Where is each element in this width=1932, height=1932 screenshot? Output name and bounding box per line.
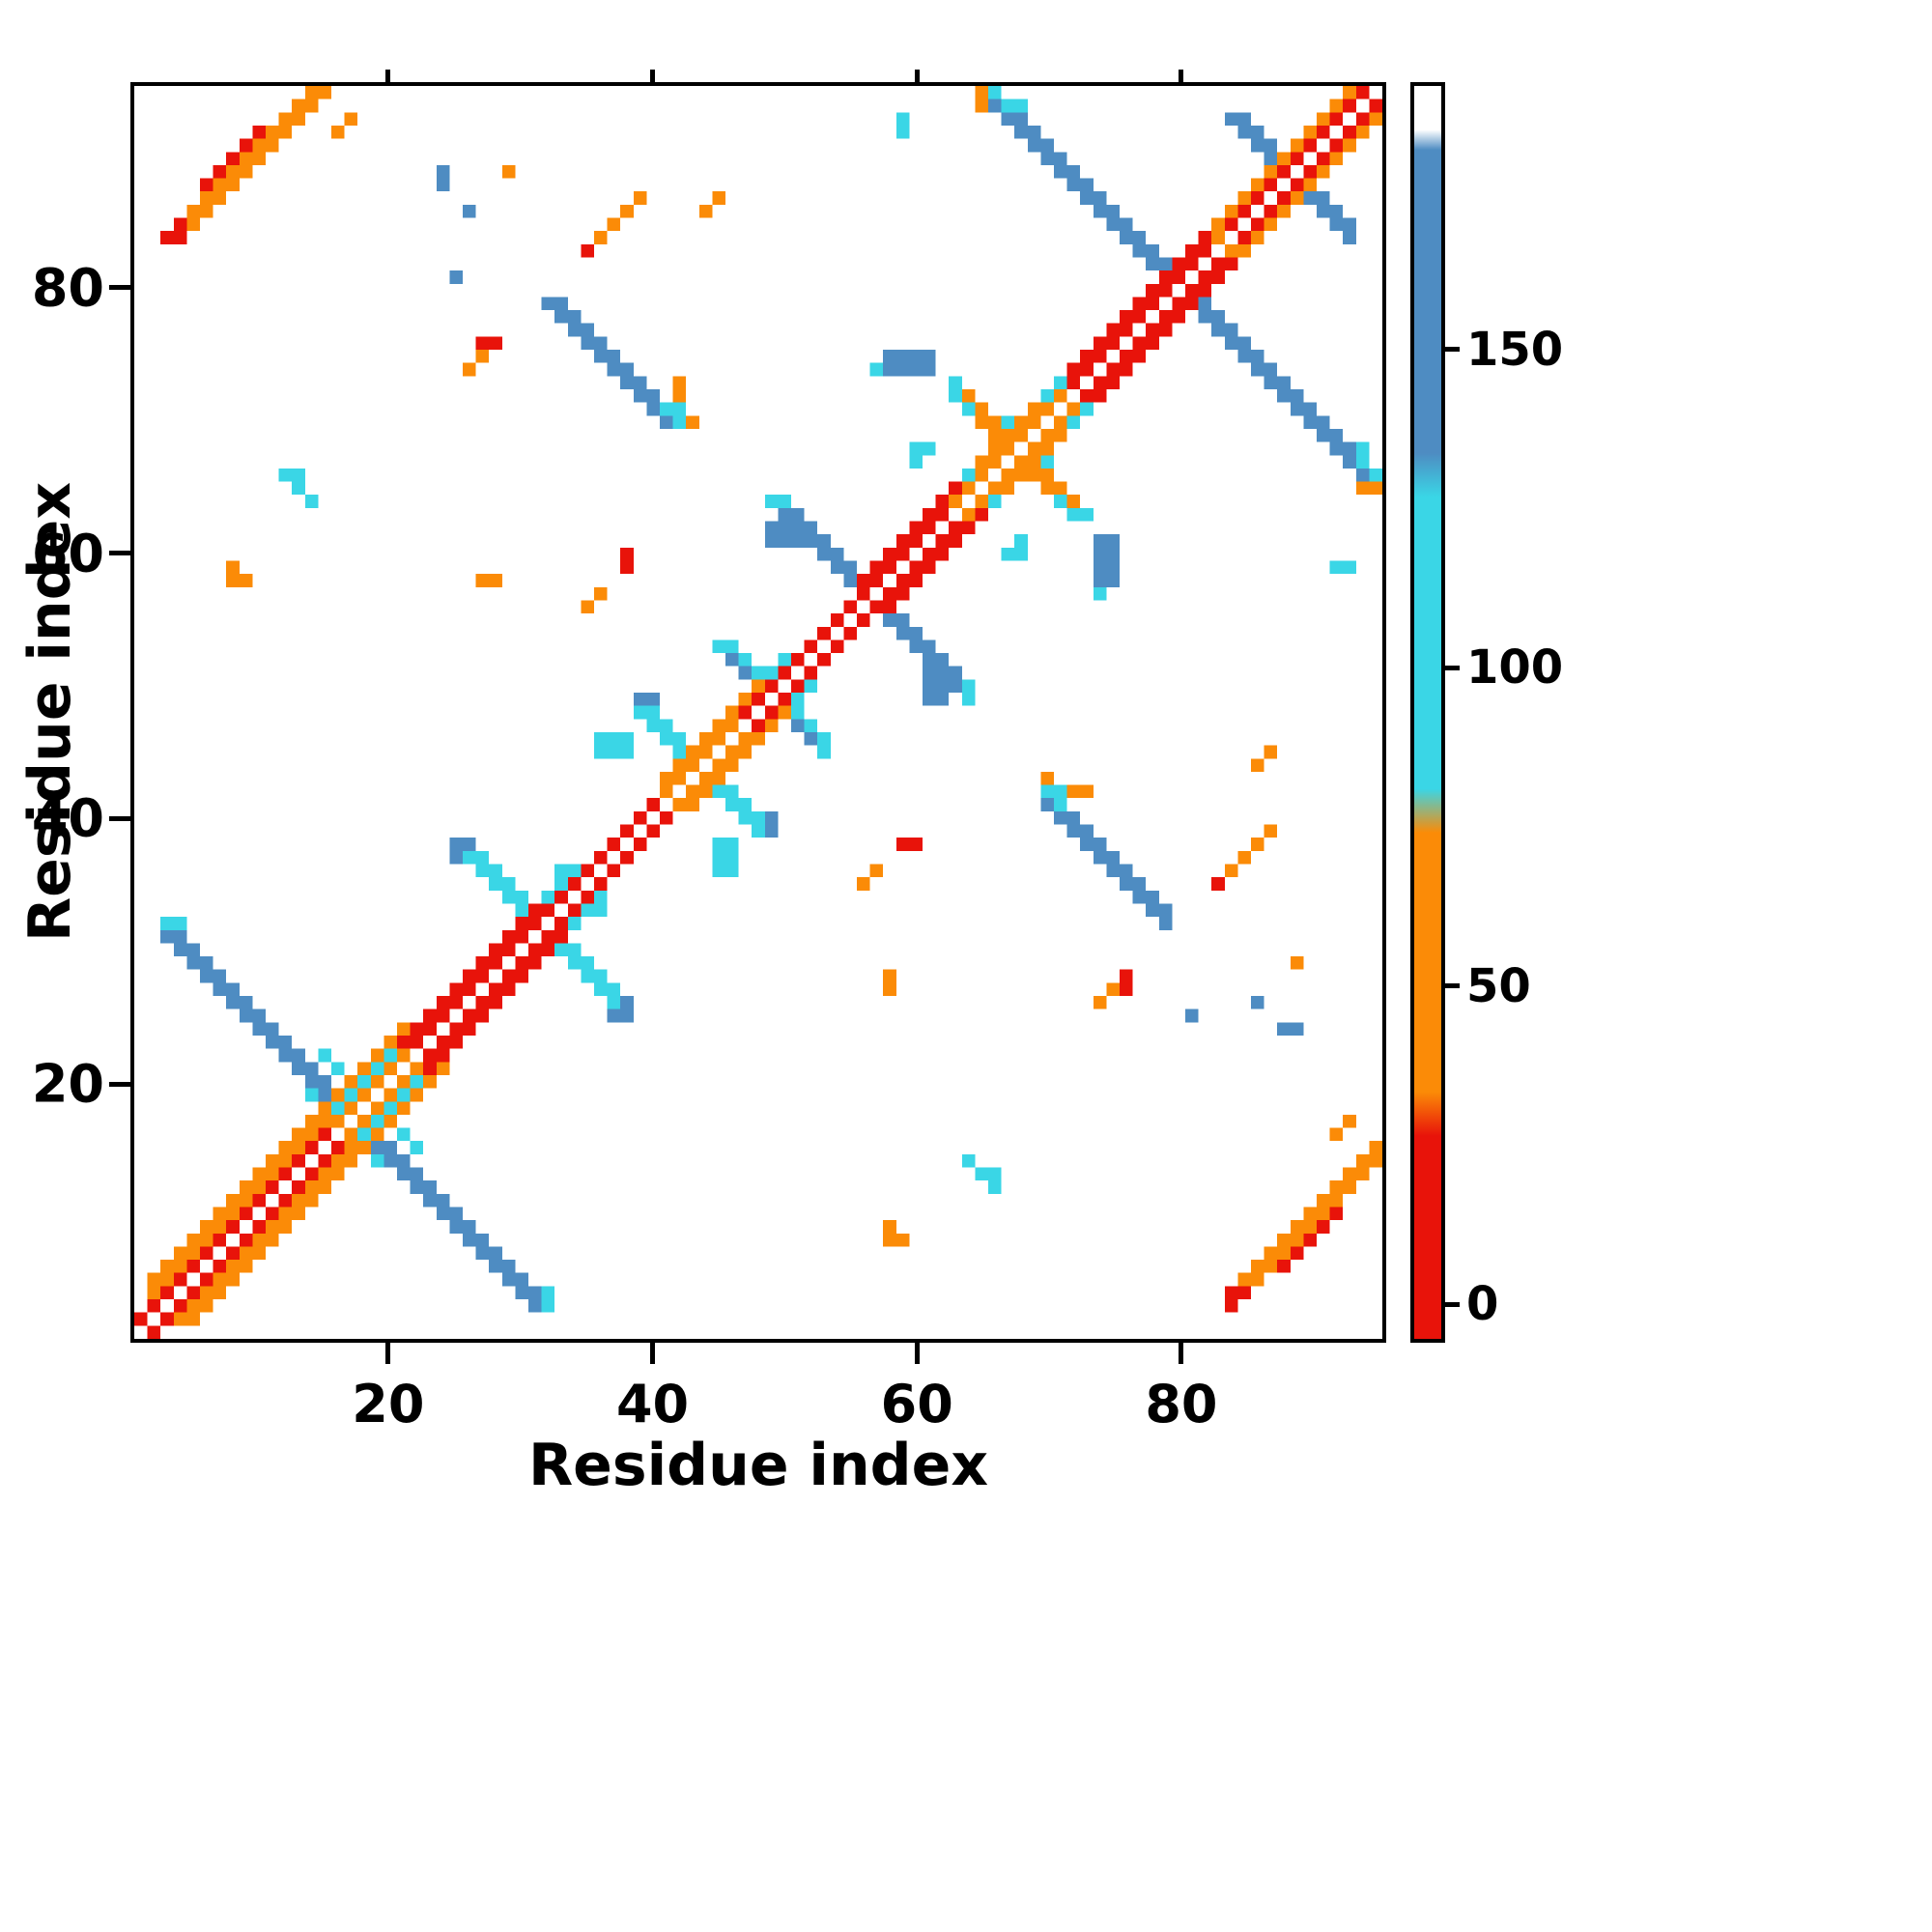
colorbar-tick-mark <box>1445 665 1460 670</box>
x-tick-mark <box>650 1343 656 1364</box>
y-tick-label: 80 <box>31 257 104 319</box>
x-tick-label: 20 <box>352 1374 425 1435</box>
y-tick-mark <box>109 551 130 556</box>
x-tick-label: 80 <box>1145 1374 1218 1435</box>
colorbar-tick-mark <box>1445 1301 1460 1307</box>
x-top-tick-mark <box>914 70 920 82</box>
colorbar-tick-label: 150 <box>1466 322 1564 377</box>
colorbar-tick-mark <box>1445 983 1460 989</box>
y-tick-mark <box>109 815 130 821</box>
x-tick-mark <box>914 1343 920 1364</box>
x-top-tick-mark <box>1179 70 1184 82</box>
colorbar-tick-label: 100 <box>1466 640 1564 696</box>
colorbar-tick-label: 0 <box>1466 1277 1499 1332</box>
y-tick-label: 60 <box>31 523 104 584</box>
x-tick-label: 40 <box>615 1374 690 1435</box>
colorbar-tick-mark <box>1445 347 1460 353</box>
x-top-tick-mark <box>385 70 391 82</box>
y-tick-mark <box>109 285 130 291</box>
heatmap-canvas <box>134 86 1382 1339</box>
plot-area <box>130 82 1386 1343</box>
y-tick-label: 40 <box>31 787 104 849</box>
x-top-tick-mark <box>650 70 656 82</box>
y-tick-mark <box>109 1081 130 1087</box>
colorbar <box>1410 82 1445 1343</box>
y-tick-label: 20 <box>31 1053 104 1115</box>
colorbar-tick-label: 50 <box>1466 958 1531 1013</box>
x-axis-label: Residue index <box>527 1432 989 1499</box>
x-tick-mark <box>385 1343 391 1364</box>
x-tick-mark <box>1179 1343 1184 1364</box>
x-tick-label: 60 <box>880 1374 953 1435</box>
colorbar-gradient <box>1414 86 1441 1339</box>
